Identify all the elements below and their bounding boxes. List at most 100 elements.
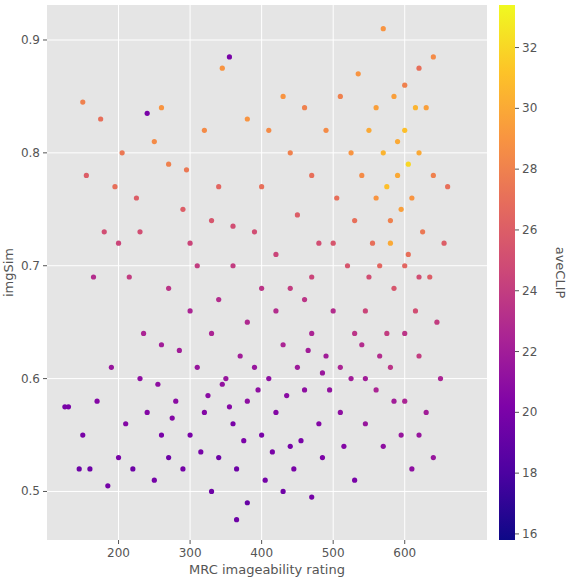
tick-label: 0.6 xyxy=(21,372,40,386)
point xyxy=(409,195,414,200)
colorbar-tick xyxy=(515,412,519,413)
tick xyxy=(118,540,119,544)
point xyxy=(391,286,396,291)
point xyxy=(295,212,300,217)
tick-label: 500 xyxy=(322,546,345,560)
point xyxy=(431,54,436,59)
point xyxy=(331,308,336,313)
point xyxy=(173,399,178,404)
point xyxy=(180,466,185,471)
point xyxy=(352,331,357,336)
colorbar-tick-label: 26 xyxy=(522,223,537,237)
point xyxy=(170,416,175,421)
point xyxy=(284,393,289,398)
point xyxy=(112,184,117,189)
point xyxy=(402,128,407,133)
point xyxy=(416,66,421,71)
point xyxy=(145,111,150,116)
colorbar-tick xyxy=(515,47,519,48)
point xyxy=(216,455,221,460)
point xyxy=(416,432,421,437)
tick xyxy=(43,152,47,153)
point xyxy=(280,342,285,347)
colorbar-tick-label: 30 xyxy=(522,101,537,115)
point xyxy=(359,342,364,347)
colorbar-tick-label: 20 xyxy=(522,405,537,419)
point xyxy=(216,297,221,302)
point xyxy=(166,455,171,460)
point xyxy=(230,421,235,426)
point xyxy=(245,320,250,325)
tick xyxy=(43,39,47,40)
point xyxy=(116,241,121,246)
x-axis-label: MRC imageability rating xyxy=(189,562,345,577)
point xyxy=(245,116,250,121)
point xyxy=(406,162,411,167)
colorbar-tick xyxy=(515,290,519,291)
point xyxy=(166,162,171,167)
point xyxy=(434,320,439,325)
colorbar-tick xyxy=(515,351,519,352)
point xyxy=(384,331,389,336)
point xyxy=(327,387,332,392)
point xyxy=(402,331,407,336)
point xyxy=(234,517,239,522)
point xyxy=(227,54,232,59)
point xyxy=(441,241,446,246)
tick xyxy=(261,540,262,544)
colorbar-tick xyxy=(515,229,519,230)
point xyxy=(338,365,343,370)
point xyxy=(416,274,421,279)
point xyxy=(431,455,436,460)
tick-label: 0.8 xyxy=(21,146,40,160)
point xyxy=(359,173,364,178)
colorbar-tick-label: 28 xyxy=(522,162,537,176)
point xyxy=(270,449,275,454)
point xyxy=(345,263,350,268)
point xyxy=(374,195,379,200)
tick xyxy=(404,540,405,544)
point xyxy=(406,252,411,257)
point xyxy=(374,105,379,110)
point xyxy=(80,432,85,437)
point xyxy=(202,410,207,415)
point xyxy=(420,229,425,234)
point xyxy=(209,489,214,494)
point xyxy=(105,483,110,488)
point xyxy=(220,382,225,387)
point xyxy=(87,466,92,471)
point xyxy=(416,353,421,358)
point xyxy=(338,94,343,99)
point xyxy=(230,224,235,229)
point xyxy=(352,478,357,483)
grid-line xyxy=(261,5,262,540)
point xyxy=(348,376,353,381)
point xyxy=(259,184,264,189)
point xyxy=(234,466,239,471)
y-axis-label: imgSim xyxy=(1,248,16,297)
point xyxy=(338,410,343,415)
point xyxy=(205,393,210,398)
point xyxy=(341,444,346,449)
point xyxy=(252,365,257,370)
tick xyxy=(43,378,47,379)
point xyxy=(137,229,142,234)
point xyxy=(309,274,314,279)
point xyxy=(424,410,429,415)
point xyxy=(377,263,382,268)
tick-label: 0.9 xyxy=(21,33,40,47)
point xyxy=(291,466,296,471)
point xyxy=(198,449,203,454)
colorbar xyxy=(499,5,515,540)
point xyxy=(399,207,404,212)
point xyxy=(309,173,314,178)
grid-line xyxy=(47,265,487,266)
point xyxy=(288,286,293,291)
point xyxy=(84,173,89,178)
point xyxy=(402,263,407,268)
point xyxy=(159,432,164,437)
colorbar-tick-label: 16 xyxy=(522,527,537,541)
point xyxy=(381,26,386,31)
tick-label: 200 xyxy=(107,546,130,560)
point xyxy=(331,241,336,246)
